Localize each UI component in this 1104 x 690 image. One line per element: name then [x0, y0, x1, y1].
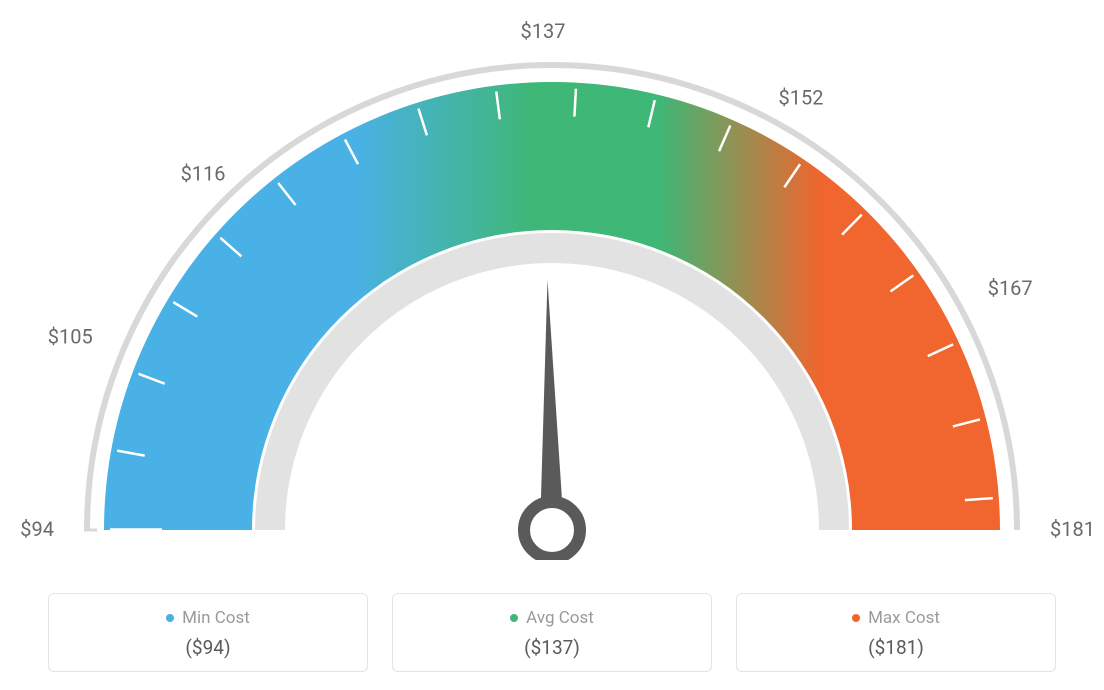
legend-dot-min	[166, 614, 174, 622]
gauge-needle	[540, 280, 564, 530]
legend-label-min: Min Cost	[182, 608, 250, 628]
tick-label: $137	[521, 19, 566, 43]
legend-value-max: ($181)	[747, 636, 1045, 659]
legend-top: Avg Cost	[403, 608, 701, 628]
tick-label: $116	[181, 162, 226, 186]
tick-label: $152	[779, 86, 824, 110]
tick-label: $167	[988, 276, 1033, 300]
legend-row: Min Cost ($94) Avg Cost ($137) Max Cost …	[0, 593, 1104, 672]
legend-top: Min Cost	[59, 608, 357, 628]
legend-card-min: Min Cost ($94)	[48, 593, 368, 672]
legend-value-min: ($94)	[59, 636, 357, 659]
legend-value-avg: ($137)	[403, 636, 701, 659]
tick-label: $94	[20, 517, 54, 541]
legend-label-max: Max Cost	[868, 608, 940, 628]
gauge-hub	[524, 502, 580, 558]
legend-card-avg: Avg Cost ($137)	[392, 593, 712, 672]
tick-label: $105	[48, 324, 93, 348]
legend-card-max: Max Cost ($181)	[736, 593, 1056, 672]
minor-tick	[574, 89, 576, 117]
gauge-svg: $94 $105 $116 $137 $152 $167 $181	[0, 0, 1104, 560]
legend-top: Max Cost	[747, 608, 1045, 628]
tick-label: $181	[1050, 517, 1095, 541]
cost-gauge: $94 $105 $116 $137 $152 $167 $181	[0, 0, 1104, 560]
legend-dot-max	[852, 614, 860, 622]
legend-dot-avg	[510, 614, 518, 622]
legend-label-avg: Avg Cost	[526, 608, 594, 628]
